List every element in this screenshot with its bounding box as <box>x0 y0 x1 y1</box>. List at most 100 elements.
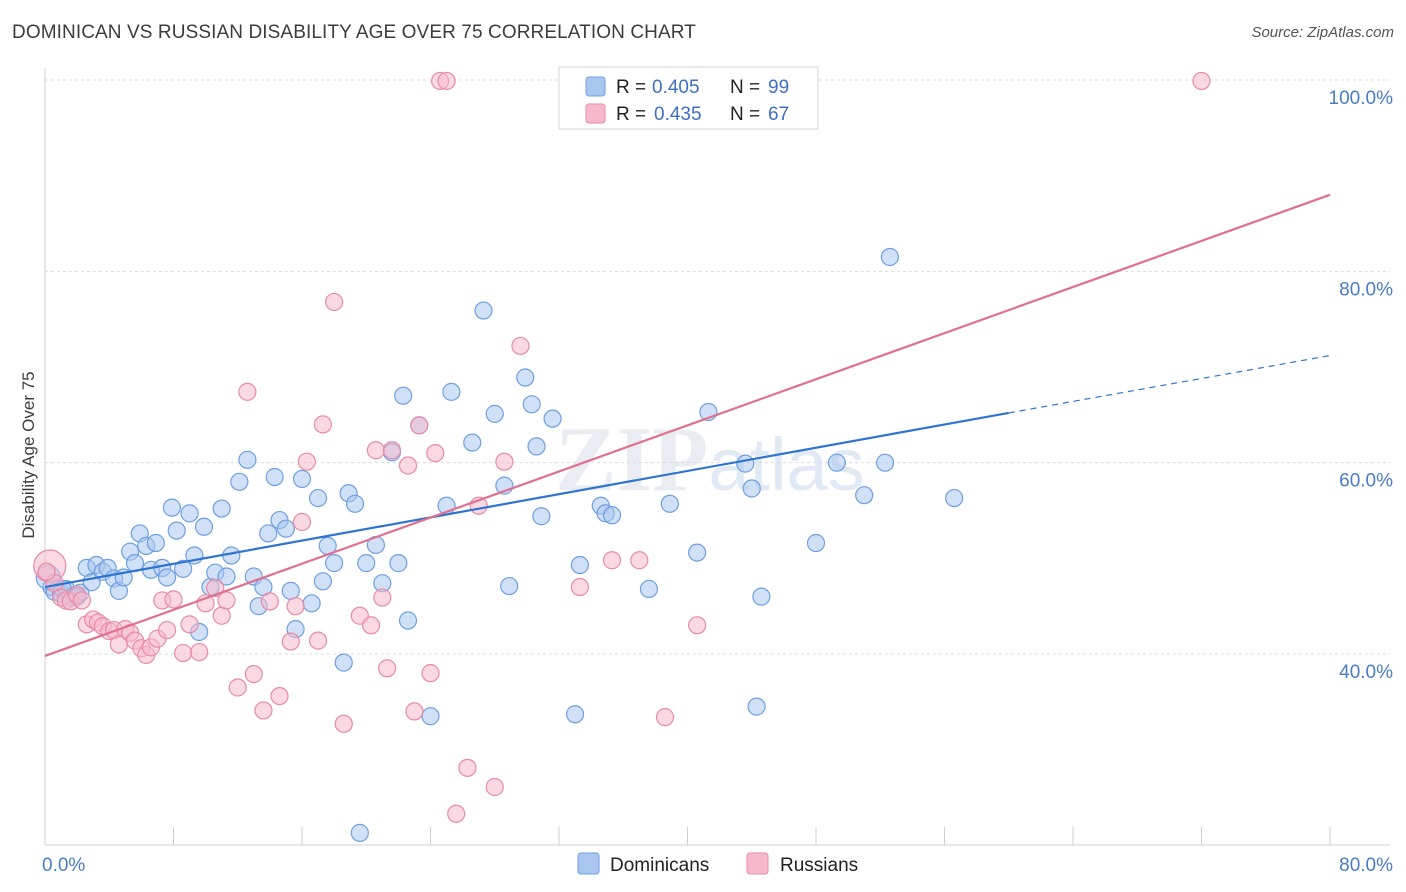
legend-n-value-1: 99 <box>768 77 789 98</box>
grid-lines <box>45 79 1390 655</box>
point-russians-33 <box>244 664 263 684</box>
legend-n-label-1: N = <box>730 77 760 98</box>
point-dominicans-87 <box>742 479 761 498</box>
data-points <box>33 71 1211 842</box>
point-dominicans-46 <box>292 469 312 489</box>
legend-n-label-2: N = <box>730 104 760 125</box>
legend-bottom-swatch-dominicans <box>577 852 600 875</box>
point-dominicans-72 <box>516 368 535 387</box>
point-dominicans-66 <box>442 382 461 401</box>
point-russians-37 <box>281 632 300 651</box>
point-russians-59 <box>458 758 477 777</box>
point-dominicans-33 <box>217 567 236 586</box>
point-russians-61 <box>485 777 504 797</box>
point-dominicans-47 <box>302 594 321 613</box>
point-russians-23 <box>164 590 183 609</box>
watermark-zip: ZIP <box>555 408 708 510</box>
point-dominicans-43 <box>276 519 296 538</box>
point-dominicans-25 <box>174 559 193 578</box>
point-dominicans-32 <box>212 499 231 518</box>
point-dominicans-23 <box>162 498 181 517</box>
point-dominicans-71 <box>500 576 519 596</box>
y-tick-label-2: 80.0% <box>1339 279 1393 300</box>
point-russians-34 <box>254 701 273 720</box>
point-russians-31 <box>228 678 247 697</box>
chart-title: DOMINICAN VS RUSSIAN DISABILITY AGE OVER… <box>12 22 696 43</box>
point-russians-69 <box>1192 71 1211 91</box>
y-axis-label: Disability Age Over 75 <box>19 371 38 538</box>
point-dominicans-91 <box>827 453 846 472</box>
point-dominicans-51 <box>325 554 344 573</box>
point-russians-49 <box>378 659 397 678</box>
point-russians-38 <box>286 597 305 616</box>
point-russians-46 <box>361 616 381 635</box>
point-russians-35 <box>260 592 279 611</box>
y-tick-label-3: 100.0% <box>1329 88 1394 109</box>
point-dominicans-94 <box>880 247 899 267</box>
point-dominicans-64 <box>421 707 440 726</box>
point-russians-32 <box>238 382 257 401</box>
legend-stats: R = 0.405 N = 99 R = 0.435 N = 67 <box>558 66 819 130</box>
point-dominicans-75 <box>532 507 551 526</box>
point-russians-47 <box>366 441 385 460</box>
point-dominicans-54 <box>345 494 365 513</box>
point-russians-50 <box>382 441 402 460</box>
point-russians-51 <box>398 456 418 475</box>
source-label: Source: ZipAtlas.com <box>1251 24 1394 41</box>
legend-swatch-russians <box>585 103 606 124</box>
point-russians-25 <box>180 615 199 634</box>
point-russians-57 <box>437 71 456 91</box>
trend-line-russians <box>44 193 1331 657</box>
legend-swatch-dominicans <box>585 76 606 97</box>
point-russians-39 <box>292 512 312 532</box>
point-dominicans-78 <box>570 555 589 575</box>
point-russians-26 <box>190 642 209 662</box>
point-russians-71 <box>37 562 56 581</box>
x-tick-label-0: 0.0% <box>42 855 85 876</box>
point-dominicans-22 <box>157 568 177 587</box>
point-russians-29 <box>212 606 231 625</box>
point-dominicans-82 <box>639 579 659 599</box>
legend-bottom-label-dominicans: Dominicans <box>610 855 709 876</box>
point-russians-44 <box>334 714 353 733</box>
point-dominicans-73 <box>522 395 541 414</box>
point-dominicans-93 <box>875 453 895 472</box>
point-russians-42 <box>313 415 332 434</box>
legend-bottom-label-russians: Russians <box>780 855 858 876</box>
point-russians-62 <box>495 452 514 471</box>
y-tick-label-1: 60.0% <box>1339 471 1393 492</box>
legend-bottom-swatch-russians <box>746 852 769 875</box>
legend-r-label-1: R = <box>616 77 646 98</box>
legend-n-value-2: 67 <box>768 104 789 125</box>
point-russians-66 <box>630 551 649 570</box>
point-russians-36 <box>270 686 289 706</box>
point-dominicans-86 <box>736 454 755 473</box>
point-russians-55 <box>426 444 445 463</box>
legend-series: Dominicans Russians <box>577 852 858 876</box>
trend-line-dominicans-projection <box>1008 354 1331 414</box>
point-russians-6 <box>72 591 92 610</box>
point-dominicans-56 <box>357 554 376 573</box>
point-dominicans-41 <box>265 467 284 487</box>
point-dominicans-95 <box>945 488 964 508</box>
point-dominicans-44 <box>281 581 300 600</box>
point-russians-68 <box>688 616 707 635</box>
tick-labels: 40.0% 60.0% 80.0% 100.0% 0.0% 80.0% <box>42 88 1393 876</box>
point-russians-63 <box>511 336 530 356</box>
point-dominicans-77 <box>565 705 585 724</box>
point-russians-43 <box>325 292 344 312</box>
point-russians-40 <box>297 452 316 471</box>
point-dominicans-48 <box>308 488 328 508</box>
watermark: ZIPatlas <box>555 408 865 510</box>
point-russians-22 <box>157 620 177 640</box>
point-dominicans-84 <box>688 543 707 562</box>
point-dominicans-26 <box>180 504 199 523</box>
point-russians-52 <box>405 702 424 721</box>
point-dominicans-55 <box>350 823 369 842</box>
point-russians-65 <box>602 551 622 570</box>
point-dominicans-40 <box>259 524 278 543</box>
point-russians-41 <box>308 631 328 650</box>
legend-r-label-2: R = <box>616 104 646 125</box>
point-dominicans-69 <box>485 404 504 423</box>
